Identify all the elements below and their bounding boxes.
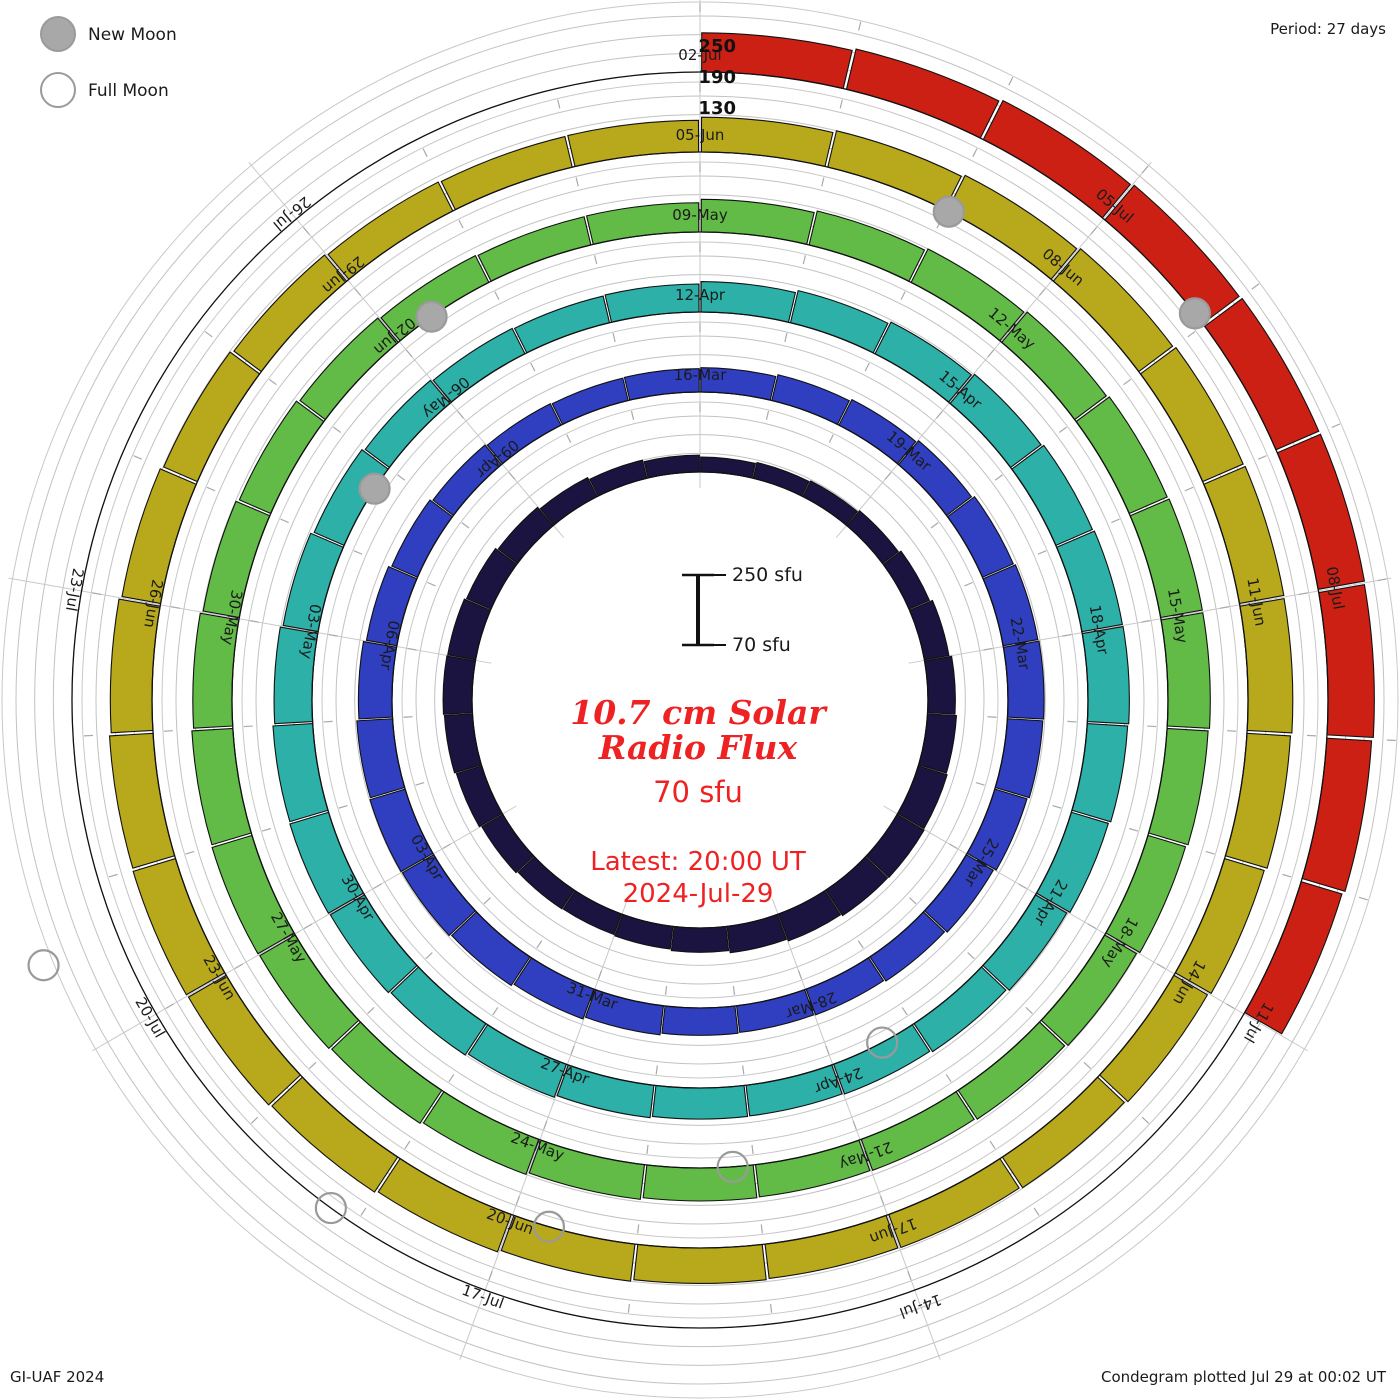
flux-bar bbox=[633, 1243, 767, 1284]
flux-bar bbox=[651, 1084, 749, 1120]
flux-bar bbox=[271, 1076, 399, 1193]
flux-bar bbox=[946, 495, 1015, 578]
new-moon-marker bbox=[415, 300, 448, 333]
new-moon-marker bbox=[358, 472, 391, 505]
radial-scale-ticks: 250 190 130 bbox=[698, 36, 736, 119]
moon-legend: New Moon Full Moon bbox=[40, 16, 177, 108]
ring-baseline bbox=[391, 391, 1009, 1009]
plot-timestamp-label: Condegram plotted Jul 29 at 00:02 UT bbox=[1101, 1368, 1387, 1386]
full-moon-marker bbox=[866, 1026, 899, 1059]
flux-bar bbox=[1071, 722, 1129, 823]
current-value: 70 sfu bbox=[653, 775, 743, 809]
latest-date: 2024-Jul-29 bbox=[623, 879, 774, 909]
flux-bar bbox=[589, 459, 648, 497]
flux-bar bbox=[330, 1021, 443, 1125]
scale-tick-250: 250 bbox=[698, 36, 736, 57]
flux-bar bbox=[808, 210, 926, 282]
date-label: 12-Apr bbox=[675, 286, 726, 304]
flux-bar bbox=[1276, 433, 1366, 590]
new-moon-icon bbox=[40, 16, 76, 52]
new-moon-marker bbox=[1178, 297, 1211, 330]
flux-bar bbox=[771, 374, 851, 426]
chart-title-line1: 10.7 cm Solar bbox=[570, 693, 828, 732]
flux-bar bbox=[643, 454, 700, 479]
flux-bar bbox=[513, 295, 611, 354]
new-moon-label: New Moon bbox=[88, 25, 177, 45]
scale-bar-bottom-label: 70 sfu bbox=[732, 634, 791, 656]
flux-bar bbox=[259, 934, 360, 1050]
flux-bar bbox=[551, 377, 629, 426]
scale-bar-top-label: 250 sfu bbox=[732, 564, 803, 586]
footer-left-block: GI-UAF 2024 bbox=[10, 1368, 104, 1386]
data-rings-layer bbox=[71, 32, 1375, 1329]
period-block: Period: 27 days bbox=[1270, 20, 1386, 38]
flux-bar bbox=[1148, 727, 1209, 846]
flux-bar bbox=[272, 722, 329, 823]
latest-time: Latest: 20:00 UT bbox=[590, 847, 806, 877]
full-moon-marker bbox=[27, 949, 60, 982]
flux-bar bbox=[191, 727, 252, 846]
scale-bar-icon bbox=[682, 573, 726, 647]
date-label: 02-Jul bbox=[678, 46, 721, 64]
flux-bar bbox=[661, 1005, 739, 1036]
date-label: 16-Mar bbox=[674, 366, 728, 384]
full-moon-label: Full Moon bbox=[88, 81, 169, 101]
flux-bar bbox=[1011, 444, 1094, 547]
date-label: 17-Jul bbox=[459, 1281, 506, 1313]
ring-baseline bbox=[231, 231, 1169, 1169]
flux-bar bbox=[233, 254, 348, 373]
flux-bar bbox=[789, 289, 889, 354]
flux-bar bbox=[700, 456, 757, 479]
flux-bar bbox=[1203, 465, 1285, 605]
scale-tick-190: 190 bbox=[698, 67, 736, 88]
ring-baseline bbox=[151, 151, 1249, 1249]
flux-bar bbox=[162, 351, 261, 483]
copyright-label: GI-UAF 2024 bbox=[10, 1368, 104, 1386]
scale-tick-130: 130 bbox=[698, 98, 736, 119]
flux-bar bbox=[390, 966, 487, 1056]
new-moon-marker bbox=[932, 195, 965, 228]
ring-baseline bbox=[71, 71, 1329, 1329]
ring-baseline bbox=[471, 471, 929, 929]
flux-bar bbox=[957, 1021, 1066, 1120]
footer-right-block: Condegram plotted Jul 29 at 00:02 UT bbox=[1101, 1368, 1387, 1386]
chart-title-line2: Radio Flux bbox=[598, 728, 798, 767]
period-label: Period: 27 days bbox=[1270, 20, 1386, 38]
flux-bar bbox=[1301, 737, 1373, 892]
full-moon-marker bbox=[314, 1191, 347, 1225]
full-moon-icon bbox=[40, 72, 76, 108]
full-moon-marker bbox=[532, 1210, 566, 1243]
date-label: 14-Jul bbox=[897, 1290, 944, 1322]
date-label: 05-Jun bbox=[676, 126, 725, 144]
date-label: 09-May bbox=[672, 206, 728, 224]
full-moon-marker bbox=[716, 1150, 749, 1183]
moon-markers-layer bbox=[27, 195, 1211, 1243]
center-block: 250 sfu 70 sfu 10.7 cm Solar Radio Flux … bbox=[570, 564, 828, 909]
